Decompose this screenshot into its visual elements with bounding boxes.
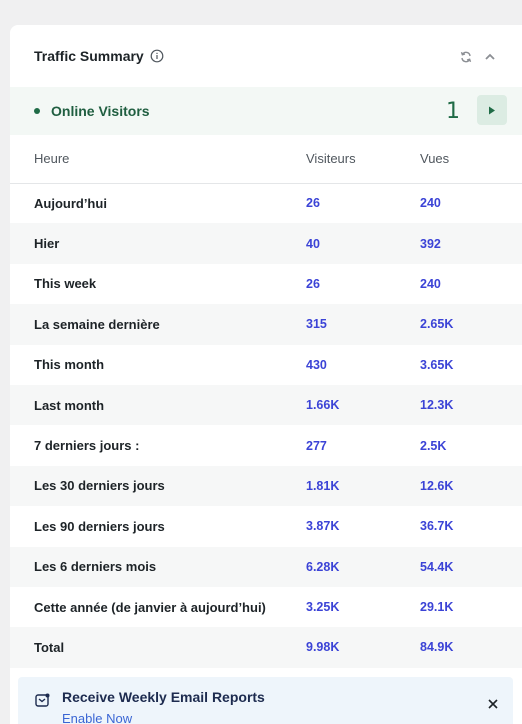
email-icon [35, 693, 50, 707]
table-row: Total 9.98K 84.9K [10, 627, 522, 668]
play-icon [489, 106, 495, 114]
online-visitors-bar: Online Visitors 1 [10, 87, 522, 135]
online-visitors-label: Online Visitors [51, 103, 150, 119]
row-visitors-link[interactable]: 3.87K [306, 519, 340, 534]
row-period: Les 90 derniers jours [34, 518, 165, 534]
row-period: This month [34, 357, 105, 373]
row-views-link[interactable]: 12.6K [420, 465, 522, 507]
row-views-link[interactable]: 12.3K [420, 384, 522, 426]
table-row: This month 430 3.65K [10, 345, 522, 385]
column-header-visitors: Visiteurs [306, 135, 420, 184]
row-visitors-link[interactable]: 1.66K [306, 384, 420, 426]
row-period: Last month [10, 384, 306, 426]
row-period: Hier [10, 223, 306, 264]
row-period: Les 6 derniers mois [10, 546, 306, 587]
table-row: Cette année (de janvier à aujourd’hui) 3… [10, 587, 522, 627]
row-views-link[interactable]: 240 [420, 276, 441, 291]
row-visitors-link[interactable]: 6.28K [306, 546, 420, 587]
row-visitors-link[interactable]: 40 [306, 223, 420, 264]
table-row: 7 derniers jours : 277 2.5K [10, 425, 522, 465]
row-period: This week [34, 276, 97, 292]
row-visitors-link[interactable]: 277 [306, 438, 327, 453]
table-row: Hier 40 392 [10, 223, 522, 264]
table-row: Last month 1.66K 12.3K [10, 384, 522, 426]
row-period: La semaine dernière [10, 304, 306, 345]
traffic-summary-card: Traffic Summary [10, 25, 522, 724]
row-views-link[interactable]: 392 [420, 223, 522, 264]
traffic-table: Heure Visiteurs Vues Aujourd’hui 26 240 … [10, 135, 522, 668]
row-views-link[interactable]: 54.4K [420, 546, 522, 587]
online-status-dot [34, 108, 40, 114]
card-header: Traffic Summary [10, 25, 522, 87]
header-actions [460, 51, 496, 63]
row-views-link[interactable]: 240 [420, 196, 441, 211]
chevron-up-icon[interactable] [484, 51, 496, 63]
table-header-row: Heure Visiteurs Vues [10, 135, 522, 184]
row-views-link[interactable]: 2.5K [420, 438, 447, 453]
column-header-period: Heure [10, 135, 306, 184]
row-visitors-link[interactable]: 1.81K [306, 465, 420, 507]
row-views-link[interactable]: 3.65K [420, 357, 454, 372]
row-visitors-link[interactable]: 26 [306, 196, 320, 211]
column-header-views: Vues [420, 135, 522, 184]
row-views-link[interactable]: 29.1K [420, 600, 454, 615]
row-visitors-link[interactable]: 315 [306, 304, 420, 345]
row-period: Les 30 derniers jours [10, 465, 306, 507]
row-views-link[interactable]: 36.7K [420, 519, 454, 534]
enable-now-link[interactable]: Enable Now [62, 711, 133, 724]
email-banner-title: Receive Weekly Email Reports [62, 689, 265, 705]
row-views-link[interactable]: 84.9K [420, 627, 522, 668]
table-row: Les 6 derniers mois 6.28K 54.4K [10, 546, 522, 587]
table-row: Aujourd’hui 26 240 [10, 183, 522, 223]
email-reports-banner: Receive Weekly Email Reports Enable Now [18, 677, 513, 724]
row-views-link[interactable]: 2.65K [420, 304, 522, 345]
row-visitors-link[interactable]: 430 [306, 357, 327, 372]
table-row: Les 90 derniers jours 3.87K 36.7K [10, 506, 522, 546]
table-row: This week 26 240 [10, 264, 522, 304]
row-period: Aujourd’hui [34, 195, 107, 211]
row-period: Total [10, 627, 306, 668]
online-visitors-button[interactable] [477, 95, 507, 125]
row-visitors-link[interactable]: 3.25K [306, 600, 340, 615]
close-icon[interactable] [487, 697, 499, 709]
refresh-icon[interactable] [460, 51, 472, 63]
row-period: Cette année (de janvier à aujourd’hui) [34, 599, 266, 615]
online-visitors-count: 1 [446, 99, 460, 124]
row-visitors-link[interactable]: 9.98K [306, 627, 420, 668]
table-row: Les 30 derniers jours 1.81K 12.6K [10, 465, 522, 507]
row-period: 7 derniers jours : [34, 438, 140, 454]
row-visitors-link[interactable]: 26 [306, 276, 320, 291]
table-row: La semaine dernière 315 2.65K [10, 304, 522, 345]
info-icon[interactable] [150, 49, 164, 63]
card-title: Traffic Summary [34, 48, 144, 64]
